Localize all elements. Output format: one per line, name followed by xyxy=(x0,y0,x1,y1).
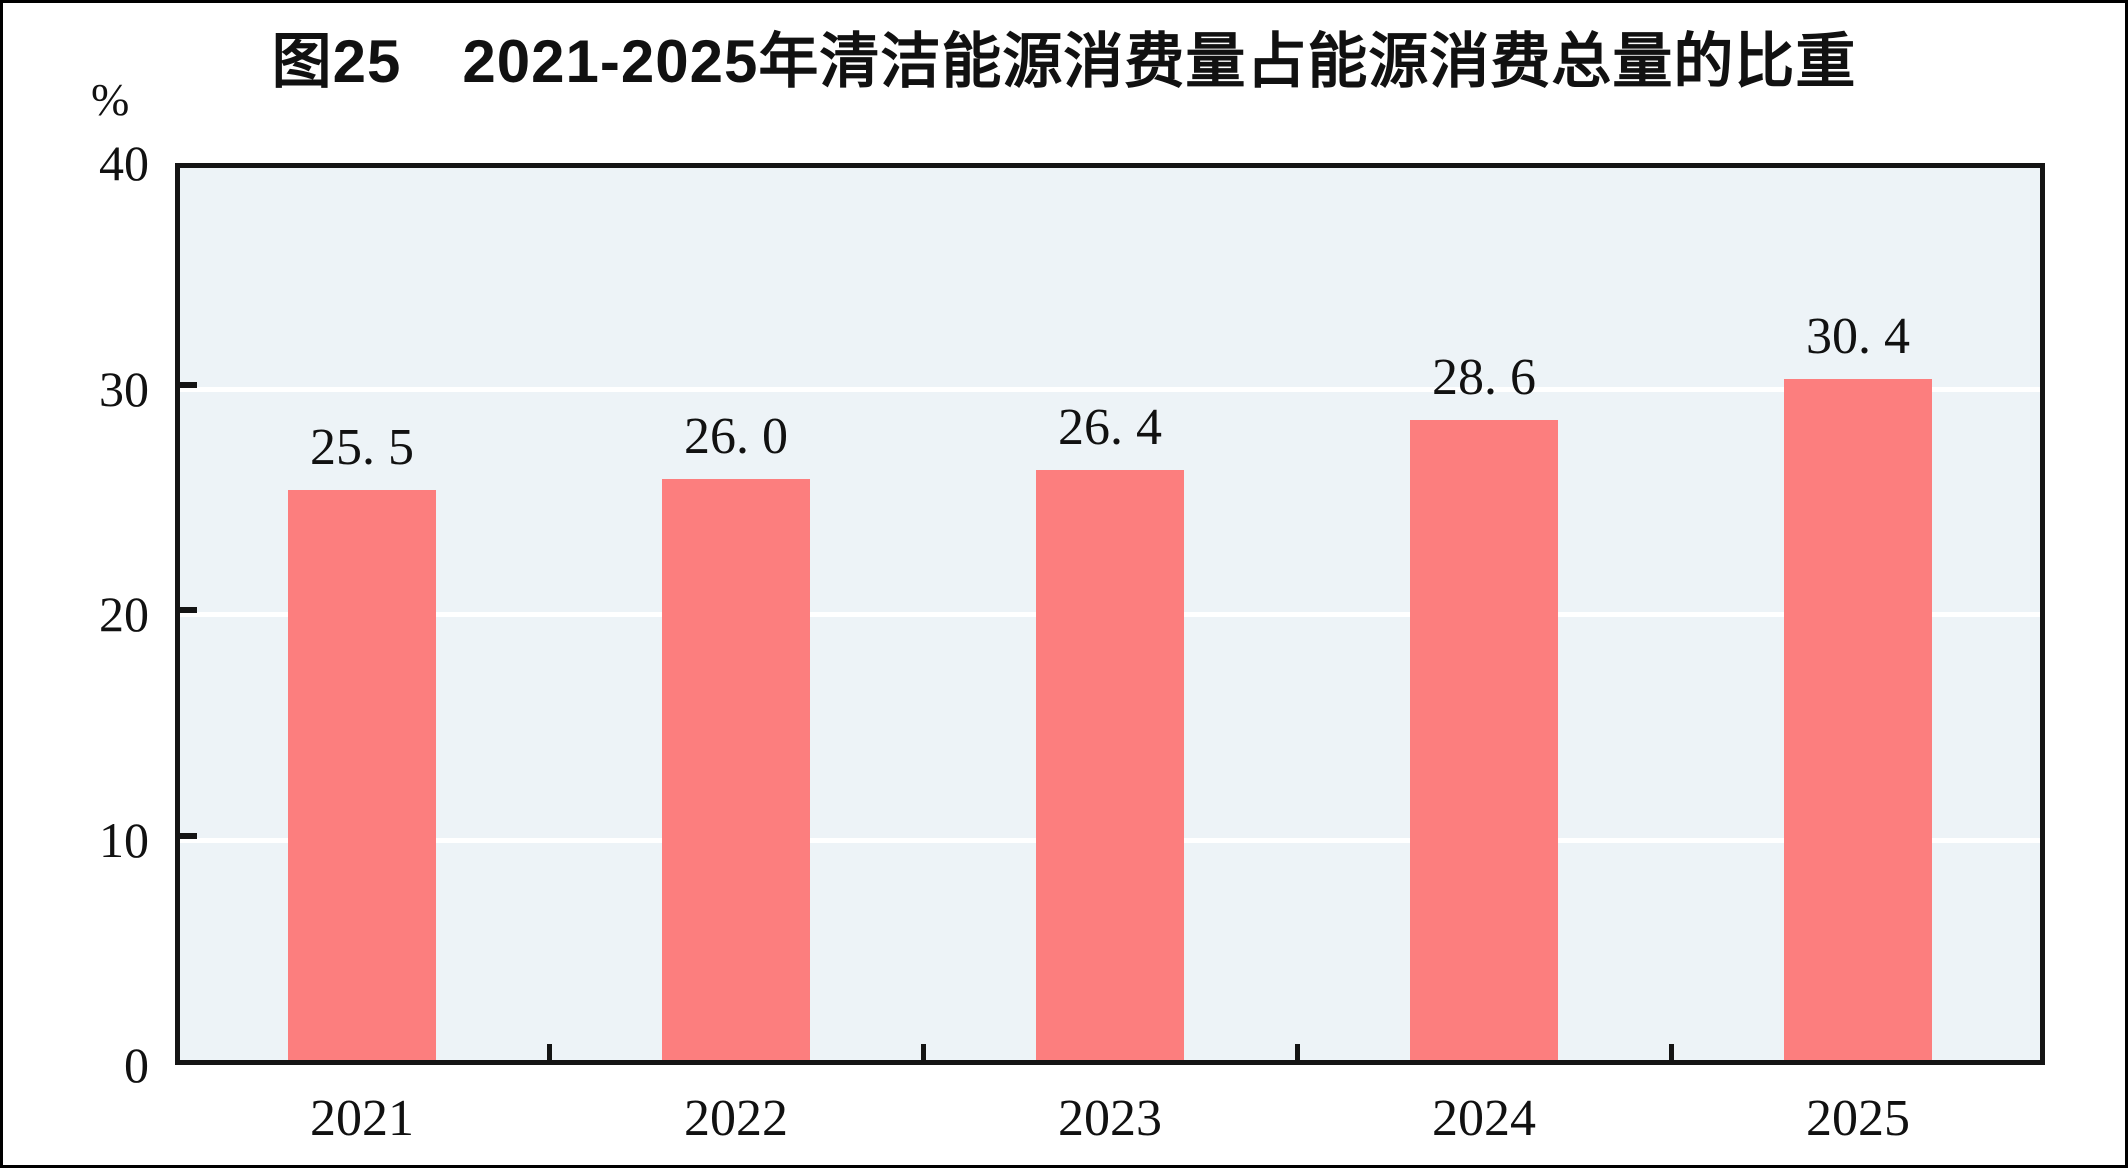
y-tick-label: 30 xyxy=(99,360,149,417)
plot-area: 25. 5 26. 0 26. 4 28. 6 30. 4 xyxy=(175,163,2045,1065)
x-tick-label: 2024 xyxy=(1432,1090,1536,1147)
y-axis-unit-label: % xyxy=(91,74,130,125)
y-tick-label: 0 xyxy=(124,1037,149,1093)
chart-title: 图25 2021-2025年清洁能源消费量占能源消费总量的比重 xyxy=(271,28,1857,95)
bar xyxy=(288,489,436,1065)
gridline xyxy=(175,386,2045,392)
x-tick-label: 2023 xyxy=(1058,1090,1162,1147)
x-axis-tick xyxy=(1668,1044,1674,1065)
y-axis-tick xyxy=(175,832,197,839)
bar xyxy=(662,478,810,1065)
y-axis-tick xyxy=(175,607,197,613)
bar xyxy=(1410,420,1558,1065)
bar-value-label: 30. 4 xyxy=(1806,308,1910,366)
x-axis-tick xyxy=(1294,1044,1300,1065)
bar-value-label: 28. 6 xyxy=(1432,349,1536,407)
x-axis-tick xyxy=(920,1044,926,1065)
bar xyxy=(1784,379,1932,1065)
bar xyxy=(1036,469,1184,1065)
bar-value-label: 26. 0 xyxy=(684,407,788,465)
bar-value-label: 26. 4 xyxy=(1058,398,1162,456)
x-tick-label: 2022 xyxy=(684,1090,788,1147)
y-tick-label: 20 xyxy=(99,586,149,642)
x-axis-tick xyxy=(546,1044,552,1065)
x-tick-label: 2025 xyxy=(1806,1090,1910,1147)
y-tick-label: 40 xyxy=(99,135,149,191)
x-tick-label: 2021 xyxy=(310,1090,414,1147)
bar-value-label: 25. 5 xyxy=(310,418,414,476)
y-tick-label: 10 xyxy=(99,811,149,868)
y-axis-tick xyxy=(175,381,197,388)
